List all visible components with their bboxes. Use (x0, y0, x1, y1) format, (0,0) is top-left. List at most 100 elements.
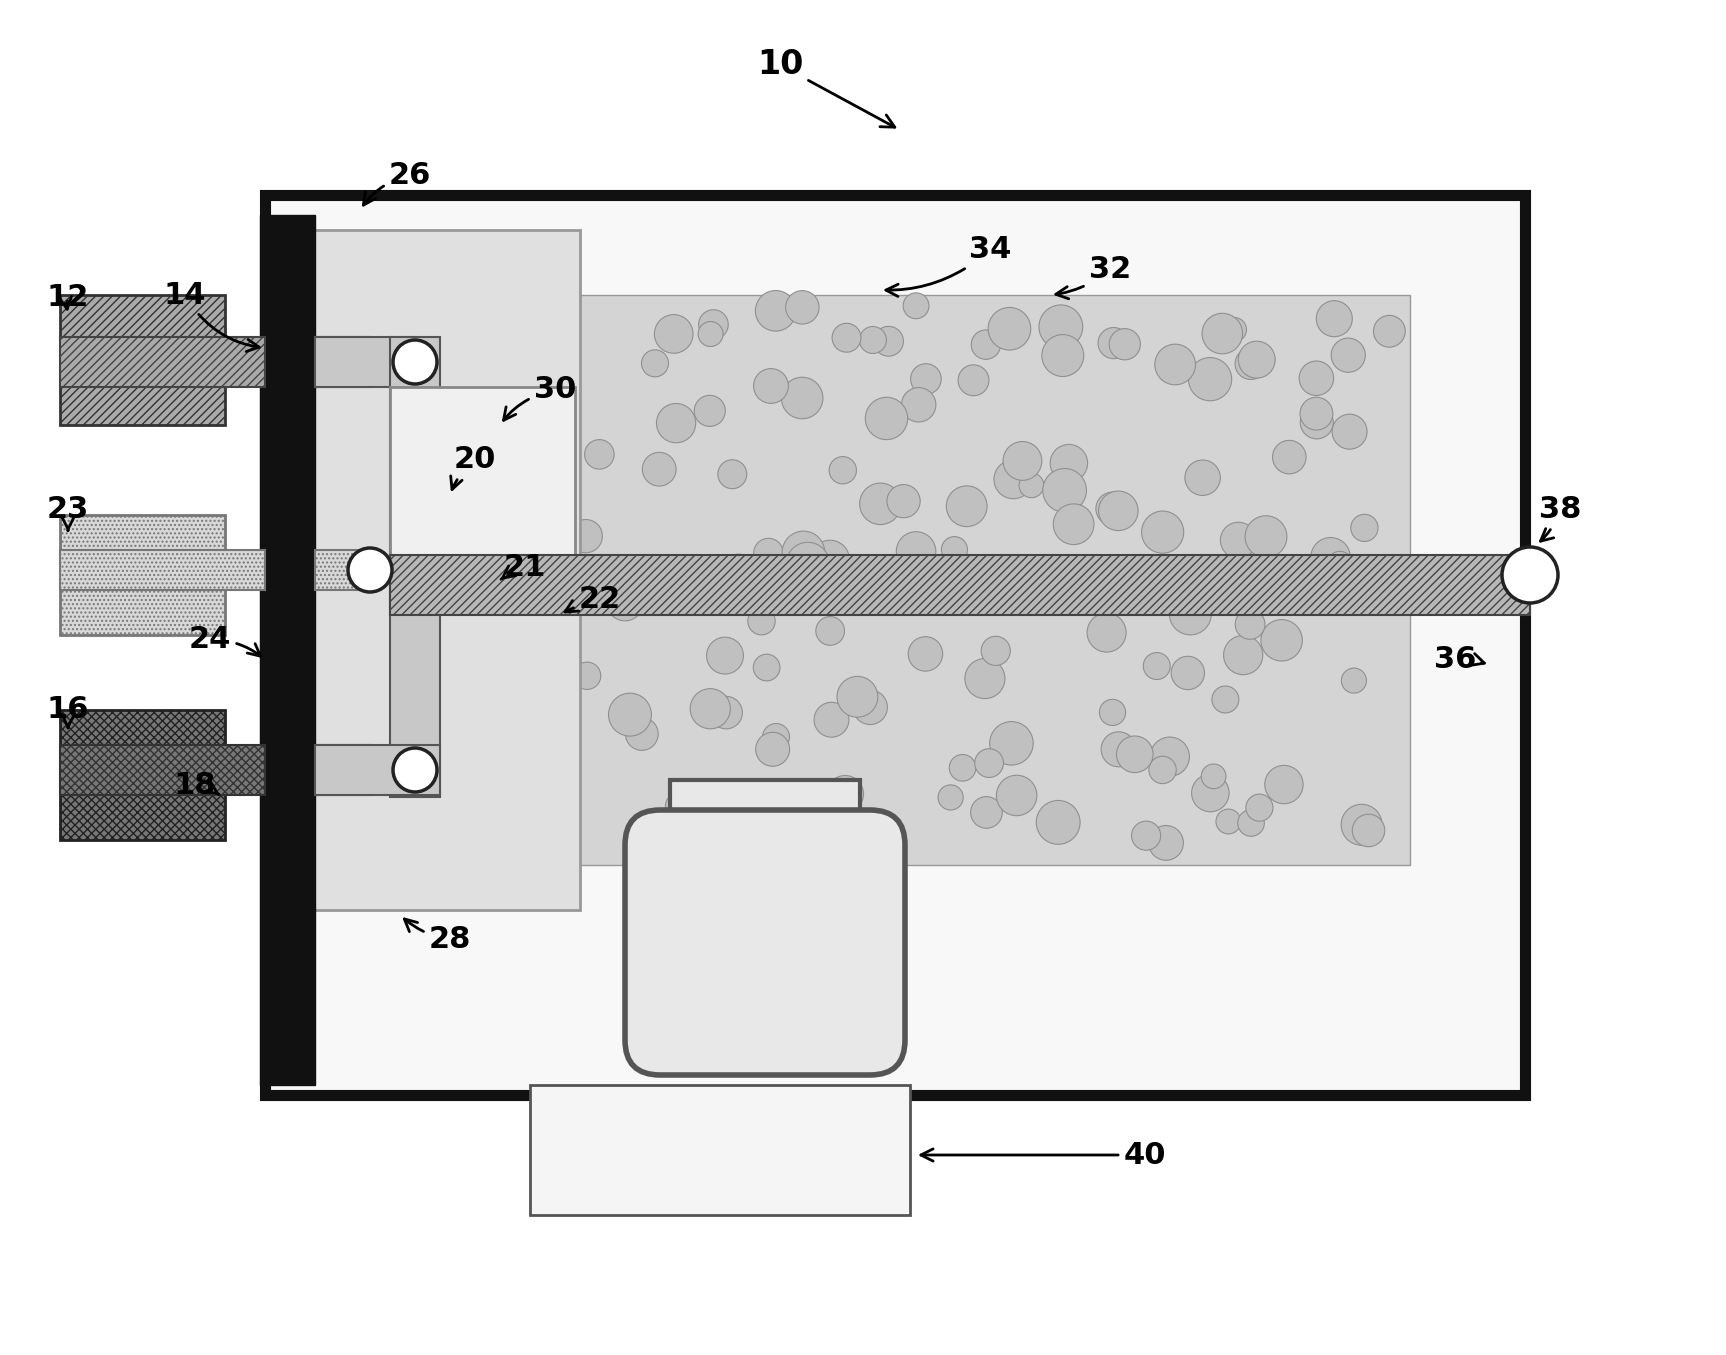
Circle shape (1096, 492, 1129, 526)
Circle shape (903, 293, 929, 318)
Circle shape (1189, 358, 1232, 401)
Circle shape (789, 538, 820, 569)
Circle shape (1262, 619, 1303, 661)
Circle shape (1155, 344, 1196, 385)
Circle shape (994, 459, 1032, 499)
Circle shape (1220, 522, 1257, 558)
Bar (60, 745, 266, 795)
Circle shape (1132, 821, 1160, 850)
FancyBboxPatch shape (625, 810, 904, 1075)
Circle shape (394, 340, 437, 383)
Circle shape (1099, 699, 1125, 725)
Circle shape (1039, 305, 1082, 348)
Circle shape (782, 531, 825, 573)
Circle shape (349, 547, 392, 592)
Bar (390, 337, 440, 797)
Circle shape (837, 676, 879, 717)
Circle shape (1265, 766, 1303, 804)
Circle shape (1238, 810, 1265, 836)
Text: 12: 12 (47, 283, 90, 313)
Circle shape (1246, 794, 1274, 821)
Circle shape (1351, 814, 1384, 847)
Circle shape (699, 310, 728, 339)
Bar (60, 710, 224, 840)
Circle shape (1170, 593, 1212, 635)
Text: 24: 24 (188, 626, 261, 656)
Circle shape (754, 369, 789, 404)
Circle shape (972, 331, 1001, 359)
Circle shape (709, 696, 742, 729)
Circle shape (690, 688, 730, 729)
Circle shape (939, 785, 963, 810)
Circle shape (1136, 575, 1174, 612)
Circle shape (609, 694, 651, 736)
Circle shape (706, 637, 744, 673)
Circle shape (841, 812, 875, 846)
Circle shape (908, 637, 942, 671)
Circle shape (1300, 397, 1332, 430)
Text: 16: 16 (47, 695, 90, 728)
Circle shape (1317, 301, 1351, 336)
Circle shape (1150, 756, 1175, 783)
Circle shape (656, 404, 696, 443)
Bar (60, 337, 266, 388)
Circle shape (1351, 515, 1377, 542)
Circle shape (996, 775, 1037, 816)
Circle shape (965, 659, 1005, 699)
Circle shape (816, 617, 844, 645)
Circle shape (1053, 504, 1094, 545)
Circle shape (949, 755, 975, 780)
Circle shape (811, 541, 849, 579)
Circle shape (1049, 444, 1087, 482)
Circle shape (1332, 415, 1367, 449)
Circle shape (570, 519, 602, 553)
Bar (670, 780, 860, 850)
Circle shape (1101, 732, 1136, 767)
Circle shape (1150, 737, 1189, 776)
Bar (60, 550, 266, 589)
Circle shape (580, 575, 618, 612)
Circle shape (573, 663, 601, 690)
Bar (60, 515, 224, 635)
Circle shape (989, 722, 1034, 766)
Circle shape (1238, 341, 1276, 378)
Bar (316, 745, 440, 795)
Text: 38: 38 (1540, 496, 1581, 541)
Bar (316, 337, 369, 388)
Circle shape (730, 560, 761, 591)
Circle shape (975, 749, 1003, 778)
Text: 34: 34 (885, 236, 1011, 297)
Circle shape (654, 314, 694, 354)
Circle shape (1502, 547, 1559, 603)
Circle shape (1191, 774, 1229, 812)
Bar (266, 195, 1526, 1095)
Circle shape (1043, 469, 1086, 512)
Circle shape (1148, 825, 1184, 860)
Text: 22: 22 (564, 585, 621, 615)
Bar (316, 337, 414, 388)
Circle shape (1300, 360, 1334, 396)
Circle shape (1291, 581, 1315, 606)
Circle shape (828, 457, 856, 484)
Circle shape (737, 804, 766, 835)
Circle shape (911, 363, 941, 394)
Bar (390, 556, 1529, 615)
Circle shape (873, 327, 903, 356)
Circle shape (642, 350, 668, 377)
Circle shape (1331, 339, 1365, 373)
Circle shape (785, 290, 820, 324)
Circle shape (697, 321, 723, 347)
Circle shape (1184, 459, 1220, 496)
Circle shape (901, 388, 935, 421)
Circle shape (1212, 686, 1239, 713)
Circle shape (1098, 491, 1137, 531)
Circle shape (694, 396, 725, 427)
Bar (316, 745, 369, 795)
Circle shape (808, 786, 835, 813)
Circle shape (782, 377, 823, 419)
Circle shape (756, 732, 789, 767)
Circle shape (725, 554, 751, 580)
Text: 20: 20 (450, 446, 495, 489)
Circle shape (785, 542, 830, 585)
Bar (311, 230, 580, 911)
